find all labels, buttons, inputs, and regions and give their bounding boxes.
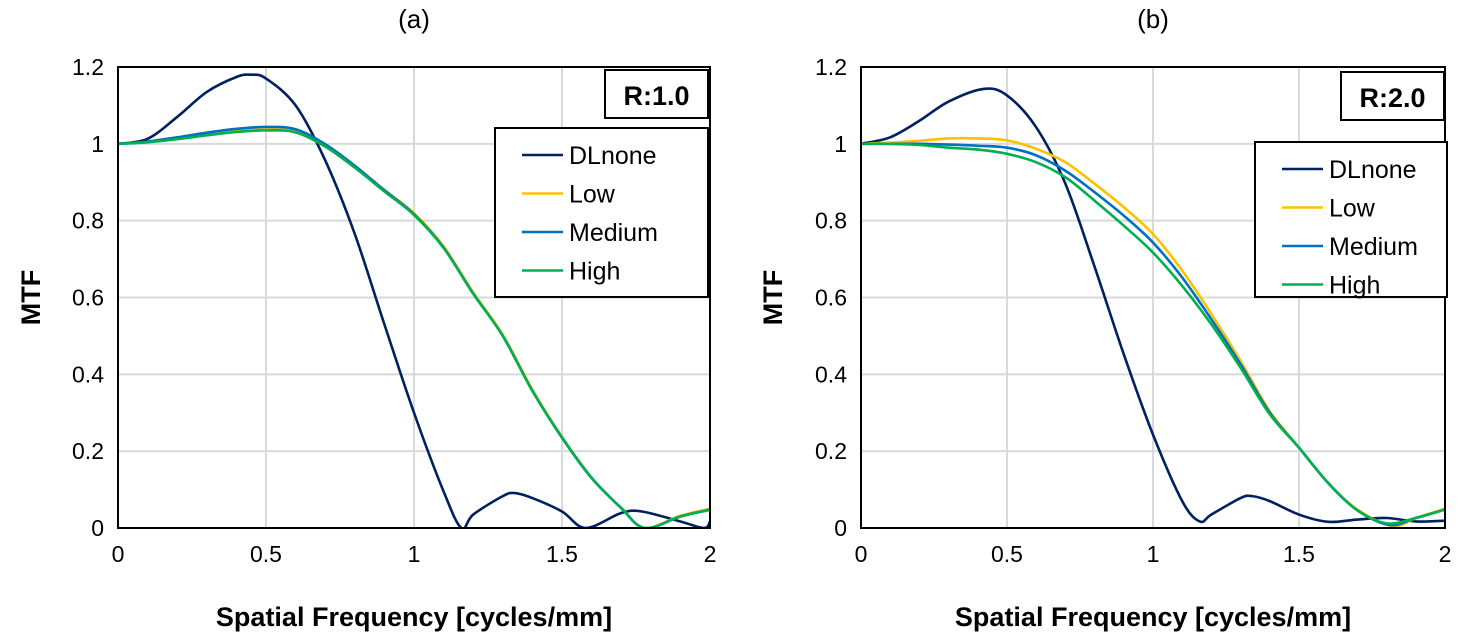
y-tick-label: 0 <box>834 515 847 541</box>
x-tick-label: 0.5 <box>250 541 282 567</box>
x-tick-label: 0 <box>855 541 868 567</box>
y-tick-label: 0.8 <box>815 208 847 234</box>
chart-a: 0 0.2 0.4 0.6 0.8 1 1.2 0 0.5 1 1.5 2 (a) Spatial Fre… <box>16 4 716 632</box>
series-line-dlnone <box>118 73 710 528</box>
x-tick-label: 0 <box>112 541 125 567</box>
legend: DLnone Low Medium High <box>1254 141 1448 300</box>
y-tick-label: 1 <box>834 131 847 157</box>
x-tick-label: 2 <box>1439 541 1452 567</box>
x-tick-label: 1.5 <box>1283 541 1315 567</box>
series-line-high <box>118 129 710 528</box>
legend-entry: DLnone <box>569 142 657 170</box>
y-tick-label: 0 <box>91 515 104 541</box>
y-tick-label: 1.2 <box>72 54 104 80</box>
annotation-box <box>1340 71 1445 121</box>
legend-entry: DLnone <box>1329 156 1417 184</box>
chart-b: 0 0.2 0.4 0.6 0.8 1 1.2 0 0.5 1 1.5 2 (b) Spatial Fre… <box>758 4 1451 632</box>
y-tick-label: 0.8 <box>72 208 104 234</box>
y-tick-label: 0.6 <box>72 285 104 311</box>
annotation-label: R:1.0 <box>623 81 689 111</box>
y-tick-label: 1.2 <box>815 54 847 80</box>
legend-entry: High <box>1329 272 1380 300</box>
y-axis-label: MTF <box>758 270 788 325</box>
x-tick-label: 1 <box>408 541 421 567</box>
x-axis-label: Spatial Frequency [cycles/mm] <box>955 602 1351 632</box>
y-tick-label: 0.2 <box>72 438 104 464</box>
y-tick-label: 1 <box>91 131 104 157</box>
series-line-high <box>861 142 1445 525</box>
y-tick-label: 0.6 <box>815 285 847 311</box>
y-axis-label: MTF <box>16 270 46 325</box>
y-tick-label: 0.4 <box>72 361 104 387</box>
chart-title: (a) <box>398 4 430 34</box>
legend-entry: High <box>569 258 620 286</box>
legend-entry: Medium <box>1329 233 1418 261</box>
x-tick-label: 0.5 <box>991 541 1023 567</box>
series-line-dlnone <box>861 87 1445 524</box>
y-tick-label: 0.4 <box>815 361 847 387</box>
annotation-label: R:2.0 <box>1359 83 1425 113</box>
legend-entry: Low <box>569 181 616 209</box>
plot-frame <box>117 66 711 529</box>
x-tick-label: 2 <box>704 541 717 567</box>
chart-title: (b) <box>1137 4 1169 34</box>
legend-entry: Medium <box>569 219 658 247</box>
x-tick-label: 1 <box>1147 541 1160 567</box>
y-tick-label: 0.2 <box>815 438 847 464</box>
annotation-box <box>604 69 709 119</box>
x-tick-label: 1.5 <box>546 541 578 567</box>
legend: DLnone Low Medium High <box>494 127 709 298</box>
legend-entry: Low <box>1329 195 1376 223</box>
x-axis-label: Spatial Frequency [cycles/mm] <box>216 602 612 632</box>
